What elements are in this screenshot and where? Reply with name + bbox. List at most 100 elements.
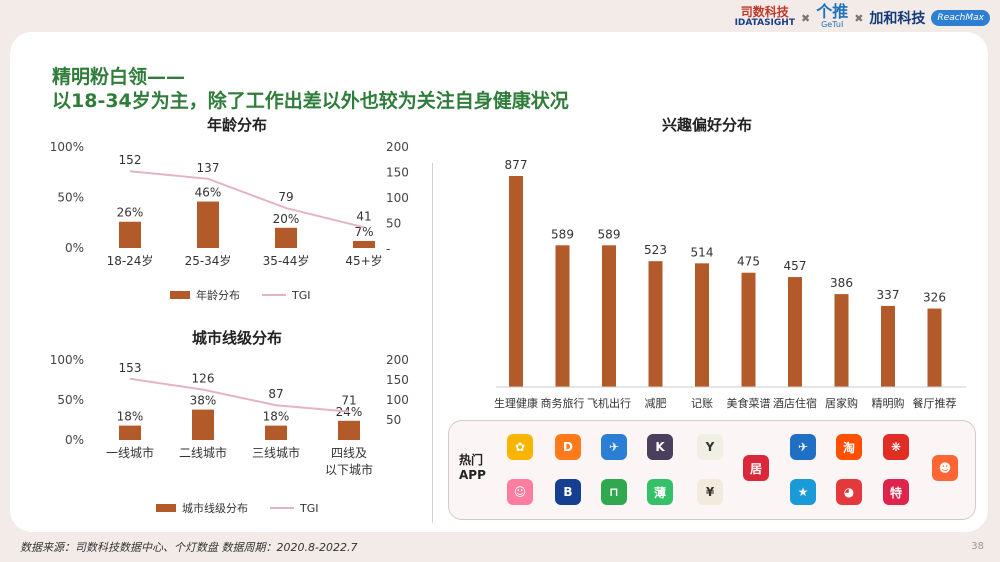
age-left-tick: 0%	[65, 241, 84, 255]
city-category-label: 三线城市	[252, 445, 300, 460]
pinduoduo-app-icon: ❋	[883, 434, 909, 460]
interest-category-label: 美食菜谱	[727, 396, 771, 410]
meituan-hotel-app-icon: ⊓	[601, 479, 627, 505]
legend-bar-label: 城市线级分布	[182, 502, 248, 515]
interest-bar	[741, 272, 756, 387]
city-bar	[119, 425, 141, 440]
interest-category-label: 居家购	[825, 396, 858, 410]
page-number: 38	[971, 541, 984, 552]
separator-x-icon: ✖	[854, 11, 864, 25]
interest-category-label: 记账	[691, 397, 713, 410]
city-tgi-line	[129, 377, 350, 413]
interest-bar	[602, 245, 616, 387]
hot-apps-label: 热门 APP	[459, 453, 486, 483]
age-category-label: 18-24岁	[107, 253, 154, 268]
city-tgi-label: 87	[268, 387, 283, 401]
city-bar-label: 18%	[263, 410, 290, 424]
age-tgi-label: 79	[278, 190, 293, 204]
page-title-line1: 精明粉白领——	[52, 66, 186, 88]
temai-app-icon: 特	[883, 479, 909, 505]
interest-category-label: 餐厅推荐	[913, 396, 957, 410]
notes-app-icon: Y	[697, 434, 723, 460]
interest-bar	[788, 277, 802, 387]
interest-bar	[927, 308, 942, 387]
city-bar	[192, 409, 214, 440]
city-tgi-label: 126	[192, 372, 215, 386]
city-left-tick: 0%	[65, 433, 84, 447]
interest-bar-label: 523	[644, 243, 667, 257]
interest-bar-label: 514	[691, 245, 714, 259]
city-category-label: 四线及	[331, 446, 367, 460]
interest-category-label: 商务旅行	[541, 396, 585, 410]
age-bar-label: 46%	[195, 186, 222, 200]
jd-app-icon: ◕	[836, 479, 862, 505]
tongcheng-app-icon: ✈	[790, 434, 816, 460]
girl-app-icon: ☺	[507, 479, 533, 505]
age-right-tick: 100	[386, 191, 409, 205]
city-chart-title: 城市线级分布	[192, 329, 283, 347]
age-category-label: 25-34岁	[185, 253, 232, 268]
city-tgi-label: 153	[119, 361, 142, 375]
interest-bar	[509, 176, 523, 387]
booking-app-icon: B	[555, 479, 581, 505]
dianping-app-icon: ☻	[932, 455, 958, 481]
city-category-label: 一线城市	[106, 445, 154, 460]
hot-apps-label-line2: APP	[459, 468, 486, 482]
city-right-tick: 150	[386, 373, 409, 387]
age-tgi-label: 152	[119, 153, 142, 167]
interest-bar	[695, 263, 709, 387]
interest-bar	[834, 294, 849, 387]
age-bar-label: 20%	[273, 212, 300, 226]
age-category-label: 45+岁	[345, 253, 382, 268]
city-bar	[265, 425, 287, 440]
interest-bar	[648, 261, 663, 387]
city-left-tick: 100%	[50, 353, 84, 367]
separator-x-icon: ✖	[800, 11, 811, 25]
age-tgi-label: 137	[197, 161, 220, 175]
age-left-tick: 50%	[57, 191, 84, 205]
partner-logos: 司数科技 IDATASIGHT ✖ 个推 GeTuI ✖ 加和科技 ReachM…	[735, 4, 990, 32]
data-source: 数据来源：司数科技数据中心、个灯数盘 数据周期：2020.8-2022.7	[20, 541, 358, 554]
age-bar	[119, 221, 141, 248]
meituan-app-icon: ✿	[507, 434, 533, 460]
taobao-app-icon: 淘	[836, 434, 862, 460]
age-tgi-label: 41	[356, 209, 371, 223]
interest-category-label: 减肥	[645, 397, 667, 410]
travel-app-icon: ★	[790, 479, 816, 505]
interest-category-label: 酒店住宿	[773, 396, 817, 410]
city-tgi-label: 71	[341, 394, 356, 408]
didi-app-icon: D	[555, 434, 581, 460]
legend-line-label: TGI	[292, 288, 311, 302]
age-bar	[197, 201, 219, 248]
logo-idatasight-en: IDATASIGHT	[734, 18, 795, 28]
interest-bar-label: 457	[784, 259, 807, 273]
city-left-tick: 50%	[57, 393, 84, 407]
age-legend: 年龄分布 TGI	[170, 287, 311, 303]
age-tgi-line	[129, 170, 365, 229]
age-category-label: 35-44岁	[263, 253, 310, 268]
city-right-tick: 50	[386, 413, 401, 427]
interest-bar-label: 877	[505, 158, 528, 172]
city-legend: 城市线级分布 TGI	[156, 500, 319, 516]
age-bar-label: 26%	[117, 206, 144, 220]
age-bar-label: 7%	[354, 225, 373, 239]
interest-bar	[881, 305, 895, 387]
logo-getui-cn: 个推	[816, 2, 849, 21]
age-right-tick: 200	[386, 140, 409, 154]
age-bar	[353, 240, 375, 248]
home-app-icon: 居	[743, 455, 769, 481]
legend-bar-swatch	[156, 504, 176, 512]
logo-idatasight-cn: 司数科技	[740, 5, 789, 19]
chart-divider	[432, 163, 433, 523]
logo-jiahe: 加和科技	[869, 11, 926, 27]
interest-category-label: 精明购	[872, 396, 905, 410]
logo-getui-en: GeTuI	[821, 20, 844, 29]
age-bar	[275, 227, 297, 248]
interest-category-label: 飞机出行	[587, 396, 631, 410]
interest-chart-title: 兴趣偏好分布	[662, 116, 753, 134]
interest-bar-label: 337	[877, 288, 900, 302]
city-bar-label: 18%	[117, 410, 144, 424]
interest-bar-label: 589	[551, 227, 574, 241]
city-right-tick: 200	[386, 353, 409, 367]
logo-reachmax: ReachMax	[931, 10, 990, 26]
